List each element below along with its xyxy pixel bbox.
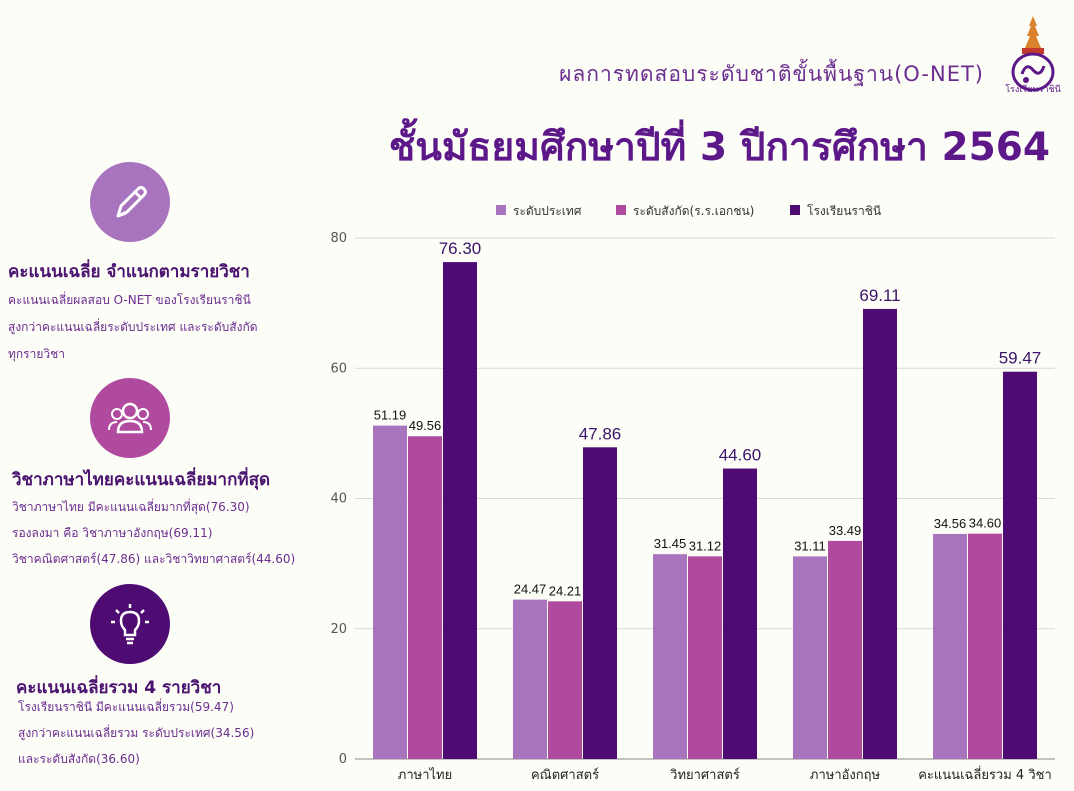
bar	[688, 556, 722, 759]
legend-swatch	[616, 205, 626, 215]
bar	[793, 556, 827, 759]
bar	[548, 601, 582, 759]
data-label: 59.47	[999, 349, 1042, 368]
panel-1-body: คะแนนเฉลี่ยผลสอบ O-NET ของโรงเรียนราชินี…	[8, 287, 258, 368]
panel-1-line: คะแนนเฉลี่ยผลสอบ O-NET ของโรงเรียนราชินี	[8, 293, 251, 307]
bar	[863, 308, 897, 759]
data-label: 31.45	[654, 536, 687, 551]
data-label: 31.11	[794, 538, 826, 553]
lightbulb-icon	[111, 604, 149, 645]
data-label: 76.30	[439, 239, 482, 258]
bar	[1003, 371, 1037, 759]
bar-chart: 0 20 40 60 80 ระดับประเทศ ระดับสังกัด(ร.ร.เอกช…	[330, 204, 1055, 783]
page-title: ชั้นมัธยมศึกษาปีที่ 3 ปีการศึกษา 2564	[388, 125, 1050, 170]
bar	[583, 447, 617, 759]
data-label: 33.49	[829, 523, 862, 538]
legend-swatch	[790, 205, 800, 215]
bar	[653, 554, 687, 759]
data-label: 34.60	[969, 516, 1002, 531]
legend-label: โรงเรียนราชินี	[807, 204, 881, 218]
page-subtitle: ผลการทดสอบระดับชาติขั้นพื้นฐาน(O-NET)	[559, 62, 984, 86]
data-label: 47.86	[579, 424, 622, 443]
panel-2-line: วิชาภาษาไทย มีคะแนนเฉลี่ยมากที่สุด(76.30…	[12, 500, 250, 514]
bar	[828, 540, 862, 759]
logo-text: โรงเรียนราชินี	[1005, 85, 1061, 95]
y-tick-label: 0	[339, 752, 347, 767]
x-tick-label: คณิตศาสตร์	[531, 767, 599, 783]
data-label: 51.19	[374, 408, 407, 423]
panel-1-line: สูงกว่าคะแนนเฉลี่ยระดับประเทศ และระดับสั…	[8, 320, 258, 334]
bar	[933, 533, 967, 759]
bar	[373, 425, 407, 759]
y-tick-label: 80	[330, 231, 347, 246]
data-label: 31.12	[689, 538, 722, 553]
school-logo	[1011, 16, 1055, 92]
x-tick-label: วิทยาศาสตร์	[669, 767, 739, 783]
panel-3-line: สูงกว่าคะแนนเฉลี่ยรวม ระดับประเทศ(34.56)	[18, 726, 255, 740]
panel-2-line: วิชาคณิตศาสตร์(47.86) และวิชาวิทยาศาสตร์…	[12, 552, 296, 566]
panel-3-line: และระดับสังกัด(36.60)	[18, 752, 140, 766]
bar	[408, 436, 442, 759]
panel-2-line: รองลงมา คือ วิชาภาษาอังกฤษ(69.11)	[12, 526, 213, 540]
lightbulb-icon-badge	[90, 584, 170, 664]
pen-icon-badge	[90, 162, 170, 242]
bar	[723, 468, 757, 759]
legend-swatch	[496, 205, 506, 215]
pen-icon	[116, 186, 147, 218]
y-tick-label: 40	[330, 492, 347, 507]
panel-3-heading: คะแนนเฉลี่ยรวม 4 รายวิชา	[16, 678, 222, 698]
data-label: 34.56	[934, 516, 967, 531]
bar	[443, 262, 477, 759]
group-icon-badge	[90, 378, 170, 458]
panel-1-heading: คะแนนเฉลี่ย จำแนกตามรายวิชา	[8, 262, 250, 282]
legend-label: ระดับประเทศ	[513, 204, 582, 218]
panel-3-body: โรงเรียนราชินี มีคะแนนเฉลี่ยรวม(59.47) ส…	[18, 694, 254, 772]
data-label: 49.56	[409, 418, 442, 433]
bar	[968, 533, 1002, 759]
y-tick-label: 60	[330, 361, 347, 376]
group-icon	[108, 402, 152, 434]
data-label: 24.21	[549, 583, 582, 598]
x-tick-label: ภาษาไทย	[398, 767, 452, 783]
bar	[513, 599, 547, 759]
panel-3-line: โรงเรียนราชินี มีคะแนนเฉลี่ยรวม(59.47)	[18, 700, 234, 714]
data-label: 69.11	[859, 286, 900, 305]
y-tick-label: 20	[330, 622, 347, 637]
panel-2-heading: วิชาภาษาไทยคะแนนเฉลี่ยมากที่สุด	[12, 470, 270, 490]
x-tick-label: ภาษาอังกฤษ	[810, 768, 881, 783]
legend-label: ระดับสังกัด(ร.ร.เอกชน)	[633, 204, 754, 218]
data-label: 44.60	[719, 446, 762, 465]
data-label: 24.47	[514, 582, 547, 597]
panel-2-body: วิชาภาษาไทย มีคะแนนเฉลี่ยมากที่สุด(76.30…	[12, 494, 295, 572]
x-tick-label: คะแนนเฉลี่ยรวม 4 วิชา	[918, 766, 1052, 783]
panel-1-line: ทุกรายวิชา	[8, 347, 66, 361]
